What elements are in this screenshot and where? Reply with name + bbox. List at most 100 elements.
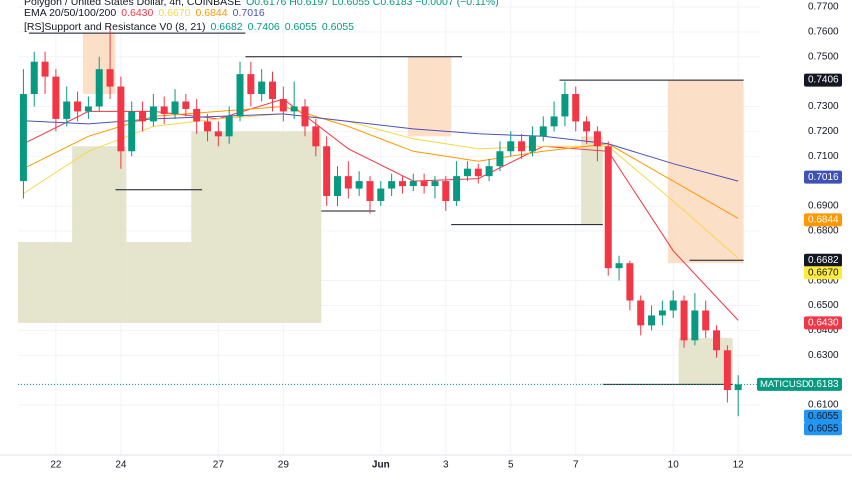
ema-legend: EMA 20/50/100/200 0.6430 0.6670 0.6844 0.701…	[24, 7, 265, 19]
candle-body	[658, 310, 666, 316]
candle-body	[453, 176, 461, 202]
sr-zone	[18, 242, 322, 323]
x-tick-label: 12	[733, 460, 745, 471]
y-tick-label: 0.7500	[808, 51, 839, 62]
candle-body	[366, 181, 374, 202]
candle-body	[496, 151, 504, 167]
price-label: 0.6183	[808, 379, 839, 390]
candle-body	[344, 176, 352, 189]
y-tick-label: 0.7300	[808, 101, 839, 112]
candle-body	[485, 166, 493, 177]
price-label-bg	[804, 170, 842, 184]
candle-body	[572, 94, 580, 122]
y-tick-label: 0.7200	[808, 126, 839, 137]
candle-body	[539, 126, 547, 137]
y-tick-label: 0.6300	[808, 350, 839, 361]
candle-body	[301, 106, 309, 127]
candle-body	[204, 121, 212, 132]
candle-body	[463, 168, 471, 177]
candle-body	[593, 131, 601, 147]
price-label-name: MATICUSD	[760, 379, 809, 390]
candle-body	[269, 81, 277, 100]
x-tick-label: 7	[573, 460, 579, 471]
candle-body	[615, 263, 623, 269]
candle-body	[723, 350, 731, 391]
candle-body	[583, 121, 591, 132]
y-tick-label: 0.6900	[808, 201, 839, 212]
sr-zone	[72, 146, 127, 243]
sr-zone	[191, 131, 322, 243]
header-title: Polygon / United States Dollar, 4h, COIN…	[24, 0, 241, 8]
price-label: 0.6430	[808, 318, 839, 329]
price-label-bg	[804, 253, 842, 267]
candle-body	[713, 330, 721, 351]
y-tick-label: 0.7700	[808, 2, 839, 13]
candle-body	[702, 310, 710, 331]
candle-body	[19, 94, 27, 182]
candle-body	[431, 181, 439, 187]
candle-body	[691, 310, 699, 341]
candle-body	[63, 101, 71, 119]
y-tick-label: 0.6800	[808, 225, 839, 236]
candle-body	[474, 168, 482, 177]
candle-body	[279, 99, 287, 112]
price-label-bg	[804, 422, 842, 436]
candle-body	[734, 384, 742, 391]
sr-zone	[407, 56, 452, 137]
candle-body	[388, 181, 396, 189]
candle-body	[507, 141, 515, 152]
candle-body	[312, 126, 320, 147]
candle-body	[528, 136, 536, 152]
sr-value: 0.6682	[211, 21, 243, 33]
candle-body	[290, 106, 298, 112]
price-label: 0.6055	[808, 411, 839, 422]
candle-body	[518, 141, 526, 152]
candle-body	[171, 101, 179, 114]
sr-value: 0.6055	[322, 21, 354, 33]
candle-body	[30, 61, 38, 95]
candle-body	[420, 181, 428, 187]
candle-body	[323, 146, 331, 197]
candle-body	[95, 69, 103, 107]
candle-body	[214, 131, 222, 137]
x-tick-label: 27	[213, 460, 225, 471]
candle-body	[626, 263, 634, 301]
price-label: 0.7016	[808, 172, 839, 183]
candle-body	[680, 300, 688, 341]
y-tick-label: 0.6600	[808, 275, 839, 286]
candle-body	[377, 188, 385, 202]
candle-body	[247, 74, 255, 95]
candle-body	[41, 61, 49, 77]
header-line: Polygon / United States Dollar, 4h, COIN…	[24, 0, 499, 8]
price-label: 0.7406	[808, 75, 839, 86]
sr-value: 0.6055	[285, 21, 317, 33]
x-tick-label: 3	[443, 460, 449, 471]
price-label-bg	[804, 73, 842, 87]
candle-body	[258, 81, 266, 95]
candle-body	[648, 315, 656, 326]
ema-value: 0.6844	[196, 7, 228, 19]
candle-body	[637, 300, 645, 326]
y-tick-label: 0.7100	[808, 151, 839, 162]
x-tick-label: 10	[668, 460, 680, 471]
price-label: 0.6844	[808, 215, 839, 226]
candle-body	[139, 111, 147, 122]
x-tick-label: 22	[50, 460, 62, 471]
x-tick-label: Jun	[372, 460, 390, 471]
sr-legend: [RS]Support and Resistance V0 (8, 21) 0.6…	[24, 21, 354, 33]
candle-body	[182, 101, 190, 109]
candle-body	[193, 108, 201, 122]
y-tick-label: 0.6400	[808, 325, 839, 336]
candle-body	[74, 101, 82, 112]
candle-body	[669, 300, 677, 311]
candle-body	[442, 181, 450, 202]
x-tick-label: 29	[278, 460, 290, 471]
candle-body	[355, 181, 363, 189]
sr-value: 0.7406	[248, 21, 280, 33]
y-tick-label: 0.7600	[808, 26, 839, 37]
candle-body	[149, 106, 157, 122]
price-label-bg	[757, 377, 842, 391]
candle-body	[160, 106, 168, 114]
ema-value: 0.7016	[233, 7, 265, 19]
